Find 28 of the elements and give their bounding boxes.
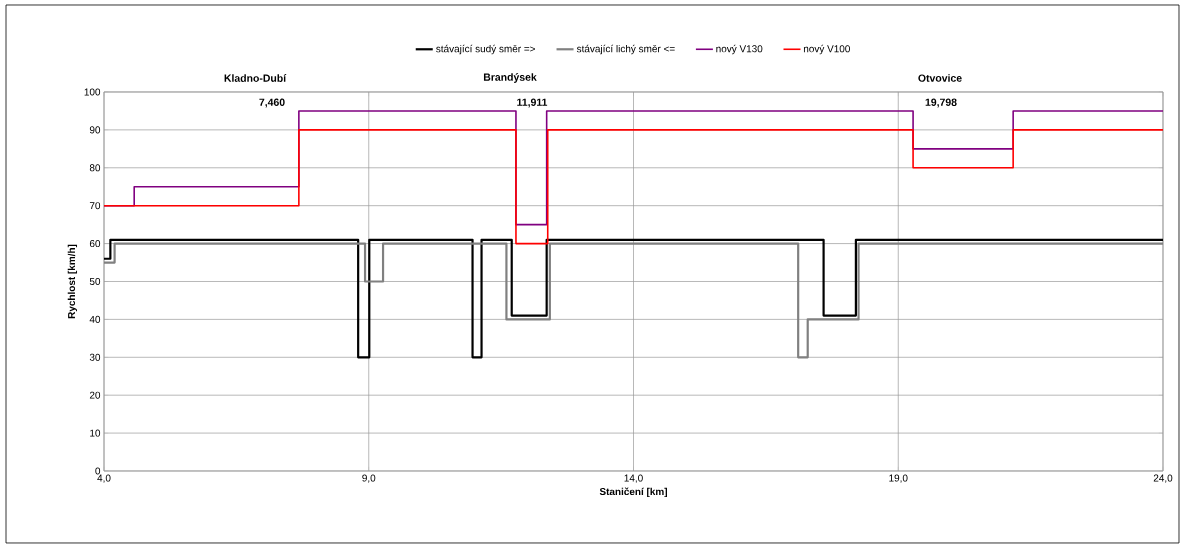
y-tick-label: 80 — [89, 164, 101, 172]
y-tick-label: 0 — [95, 467, 101, 475]
legend-label: nový V100 — [803, 44, 850, 55]
annotation: 11,911 — [517, 98, 548, 108]
y-tick-label: 10 — [90, 429, 101, 437]
legend-label: nový V130 — [716, 44, 763, 55]
x-tick-label: 9,0 — [362, 474, 376, 483]
y-axis-title: Rychlost [km/h] — [67, 244, 78, 319]
y-tick-label: 100 — [84, 88, 101, 96]
y-tick-label: 50 — [89, 277, 101, 286]
legend-label: stávající sudý směr => — [436, 44, 535, 55]
x-axis-title: Staničení [km] — [599, 487, 667, 498]
text: Kladno-Dubí — [224, 74, 287, 82]
y-tick-label: 90 — [89, 126, 101, 134]
text: Brandýsek — [483, 73, 537, 83]
x-tick-label: 19,0 — [889, 474, 908, 483]
x-tick-label: 4,0 — [97, 474, 111, 483]
y-tick-label: 40 — [89, 315, 101, 323]
annotation: 7,460 — [259, 98, 285, 108]
y-tick-label: 60 — [89, 240, 101, 248]
x-tick-label: 14,0 — [624, 474, 643, 483]
legend-label: stávající lichý směr <= — [576, 44, 675, 55]
text: Otvovice — [918, 74, 962, 82]
annotation: 19,798 — [925, 98, 957, 108]
y-tick-label: 30 — [89, 353, 101, 361]
y-tick-label: 70 — [89, 202, 101, 210]
x-tick-label: 24,0 — [1153, 474, 1173, 483]
y-tick-label: 20 — [89, 391, 101, 399]
